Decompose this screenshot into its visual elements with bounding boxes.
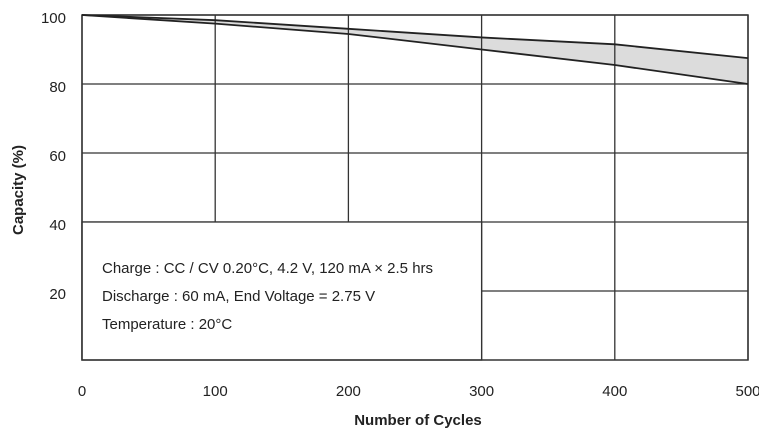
- x-tick-label: 300: [469, 383, 494, 400]
- y-tick-label: 100: [41, 10, 66, 27]
- x-axis-label: Number of Cycles: [354, 412, 482, 429]
- x-tick-label: 400: [602, 383, 627, 400]
- x-tick-label: 500: [735, 383, 759, 400]
- y-tick-label: 60: [49, 148, 66, 165]
- plot-frame: [81, 14, 749, 361]
- x-tick-label: 0: [78, 383, 86, 400]
- annotation-box: [81, 221, 483, 361]
- annotation: Discharge : 60 mA, End Voltage = 2.75 V: [102, 288, 375, 305]
- y-axis-label: Capacity (%): [10, 145, 27, 235]
- band-fill: [82, 15, 748, 84]
- x-tick-label: 100: [203, 383, 228, 400]
- series-line: [81, 14, 749, 85]
- annotation: Temperature : 20°C: [102, 316, 232, 333]
- annotation: Charge : CC / CV 0.20°C, 4.2 V, 120 mA ×…: [102, 260, 433, 277]
- y-tick-label: 40: [49, 217, 66, 234]
- x-tick-label: 200: [336, 383, 361, 400]
- series-line: [81, 14, 749, 60]
- y-tick-label: 80: [49, 79, 66, 96]
- y-tick-label: 20: [49, 286, 66, 303]
